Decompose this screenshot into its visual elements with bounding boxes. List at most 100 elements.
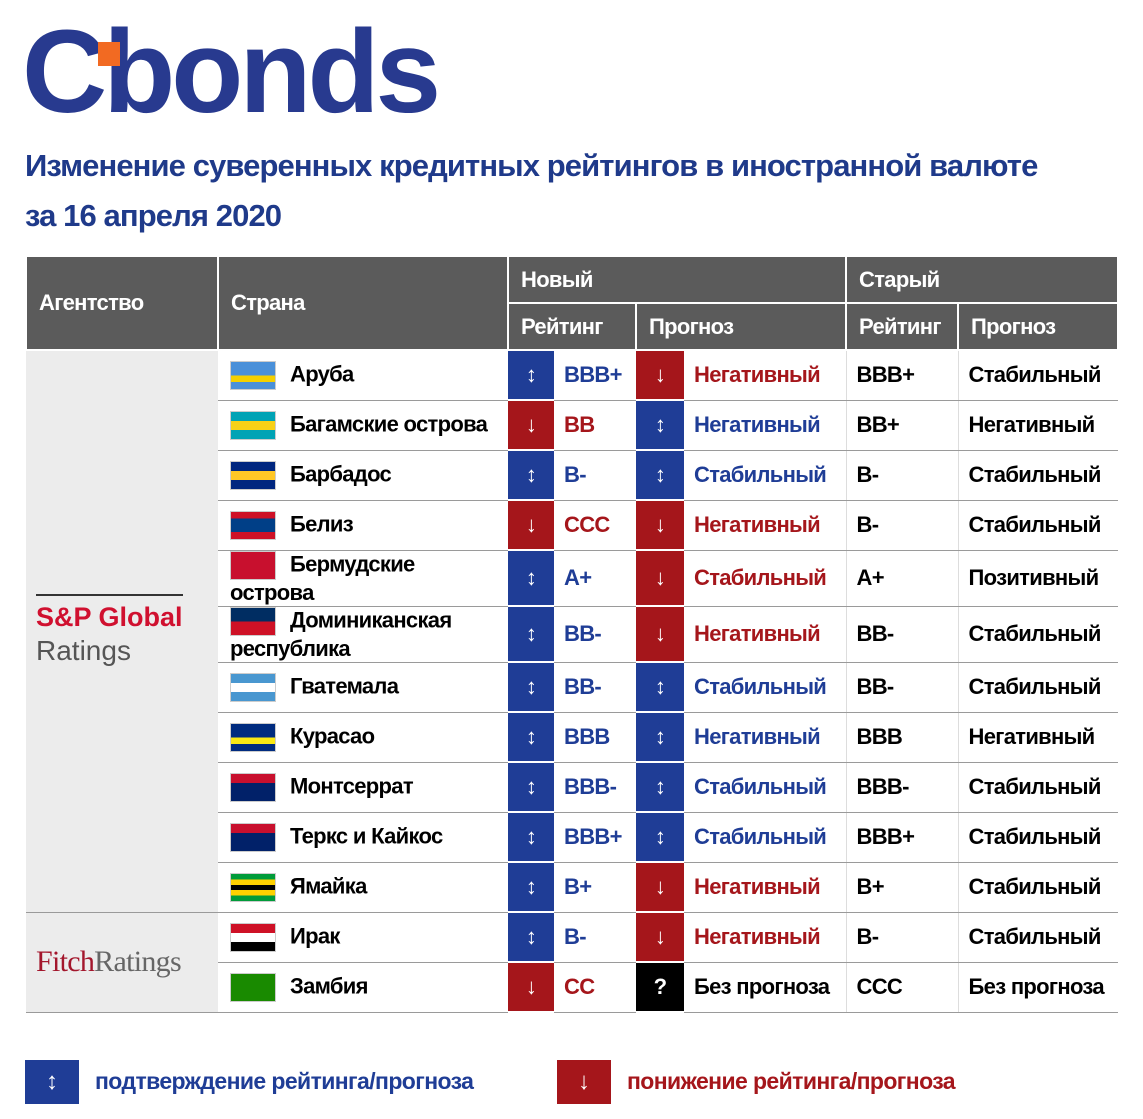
table-row: S&P Global Ratings Аруба ↕ BBB+ ↓ Негативный BB… bbox=[26, 350, 1119, 913]
agency-logo: S&P Global Ratings bbox=[36, 594, 183, 668]
new-rating: CC bbox=[554, 962, 636, 1013]
old-rating: BBB- bbox=[845, 762, 959, 813]
outlook-arrow: ↓ bbox=[636, 550, 684, 607]
country-name: Гватемала bbox=[290, 672, 399, 698]
rating-arrow: ↕ bbox=[508, 862, 554, 913]
ratings-table: Агентство Страна Новый Старый Рейтинг Пр… bbox=[25, 257, 1120, 1013]
old-rating: BB- bbox=[845, 662, 959, 713]
agency-cell: S&P Global Ratings bbox=[26, 350, 218, 913]
country-name: Багамские острова bbox=[290, 410, 488, 436]
country-cell: Белиз bbox=[218, 500, 508, 551]
country-name: Замбия bbox=[290, 972, 368, 998]
new-outlook: Негативный bbox=[684, 712, 847, 763]
old-outlook: Стабильный bbox=[957, 862, 1119, 913]
title: Изменение суверенных кредитных рейтингов… bbox=[25, 148, 1038, 183]
country-name: Бермудские острова bbox=[230, 550, 415, 605]
table-row: Теркс и Кайкос ↕ BBB+ ↕ Стабильный BBB+ Стабил… bbox=[26, 812, 1119, 863]
new-outlook: Негативный bbox=[684, 912, 847, 963]
flag bbox=[230, 872, 276, 902]
header-cell: Страна bbox=[217, 257, 509, 351]
country-name: Ирак bbox=[290, 922, 340, 948]
country-cell: Теркс и Кайкос bbox=[218, 812, 508, 863]
table-row: Курасао ↕ BBB ↕ Негативный BBB Негативный bbox=[26, 712, 1119, 763]
new-rating: BBB+ bbox=[554, 350, 636, 401]
country-name: Аруба bbox=[290, 361, 354, 387]
header-cell: Агентство bbox=[25, 257, 219, 351]
new-outlook: Негативный bbox=[684, 350, 847, 401]
header-cell: Старый bbox=[845, 257, 1120, 304]
country-cell: Багамские острова bbox=[218, 400, 508, 451]
country-cell: Ямайка bbox=[218, 862, 508, 913]
flag bbox=[230, 822, 276, 852]
agency-name: Fitch bbox=[36, 945, 95, 978]
new-rating: B+ bbox=[554, 862, 636, 913]
outlook-arrow: ↓ bbox=[636, 912, 684, 963]
new-rating: BB bbox=[554, 400, 636, 451]
old-rating: B+ bbox=[845, 862, 959, 913]
rating-arrow: ↕ bbox=[508, 450, 554, 501]
legend-text: понижение рейтинга/прогноза bbox=[627, 1068, 956, 1094]
new-outlook: Стабильный bbox=[684, 450, 847, 501]
country-cell: Аруба bbox=[218, 350, 508, 401]
new-rating: CCC bbox=[554, 500, 636, 551]
old-outlook: Без прогноза bbox=[957, 962, 1119, 1013]
outlook-arrow: ↓ bbox=[636, 606, 684, 663]
header-cell: Новый bbox=[506, 257, 848, 304]
old-rating: BBB bbox=[845, 712, 959, 763]
old-outlook: Позитивный bbox=[957, 550, 1119, 607]
rating-arrow: ↕ bbox=[508, 606, 554, 663]
new-rating: A+ bbox=[554, 550, 636, 607]
country-cell: Бермудские острова bbox=[218, 550, 508, 607]
old-rating: BB+ bbox=[845, 400, 959, 451]
table-row: Ямайка ↕ B+ ↓ Негативный B+ Стабильный bbox=[26, 862, 1119, 913]
agency-name: Ratings bbox=[94, 945, 181, 978]
legend-symbol: ↓ bbox=[557, 1060, 611, 1104]
country-name: Доминиканская республика bbox=[230, 606, 452, 661]
rating-arrow: ↕ bbox=[508, 712, 554, 763]
country-cell: Ирак bbox=[218, 912, 508, 963]
new-outlook: Стабильный bbox=[684, 762, 847, 813]
header-cell: Прогноз bbox=[634, 303, 848, 351]
old-outlook: Стабильный bbox=[957, 450, 1119, 501]
table-body: S&P Global Ratings Аруба ↕ BBB+ ↓ Негативный BB… bbox=[26, 350, 1119, 1013]
old-outlook: Негативный bbox=[957, 712, 1119, 763]
flag bbox=[230, 672, 276, 702]
flag bbox=[230, 772, 276, 802]
header-cell: Прогноз bbox=[957, 303, 1120, 351]
old-outlook: Негативный bbox=[957, 400, 1119, 451]
new-outlook: Стабильный bbox=[684, 812, 847, 863]
old-rating: BB- bbox=[845, 606, 959, 663]
agency-name: S&P Global bbox=[36, 602, 183, 633]
new-outlook: Без прогноза bbox=[684, 962, 847, 1013]
agency-name: Ratings bbox=[36, 635, 131, 667]
logo: Cbonds bbox=[22, 6, 441, 138]
table-row: Гватемала ↕ BB- ↕ Стабильный BB- Стабильный bbox=[26, 662, 1119, 713]
header-row: Рейтинг Прогноз Рейтинг Прогноз bbox=[26, 303, 1120, 351]
flag bbox=[230, 722, 276, 752]
outlook-arrow: ↕ bbox=[636, 450, 684, 501]
flag bbox=[230, 460, 276, 490]
old-rating: B- bbox=[845, 450, 959, 501]
header-cell: Рейтинг bbox=[845, 303, 960, 351]
new-rating: BB- bbox=[554, 606, 636, 663]
old-outlook: Стабильный bbox=[957, 662, 1119, 713]
outlook-arrow: ↕ bbox=[636, 812, 684, 863]
old-rating: B- bbox=[845, 500, 959, 551]
country-name: Белиз bbox=[290, 510, 354, 536]
table-row: Бермудские острова ↕ A+ ↓ Стабильный A+ Позити… bbox=[26, 550, 1119, 607]
flag bbox=[230, 510, 276, 540]
outlook-arrow: ↕ bbox=[636, 712, 684, 763]
rating-arrow: ↕ bbox=[508, 812, 554, 863]
new-outlook: Негативный bbox=[684, 400, 847, 451]
title: за 16 апреля 2020 bbox=[25, 198, 282, 233]
outlook-arrow: ↓ bbox=[636, 350, 684, 401]
flag bbox=[230, 972, 276, 1002]
country-name: Курасао bbox=[290, 722, 375, 748]
outlook-arrow: ↓ bbox=[636, 862, 684, 913]
new-outlook: Негативный bbox=[684, 862, 847, 913]
table-row: Багамские острова ↓ BB ↕ Негативный BB+ Негати… bbox=[26, 400, 1119, 451]
table-row: Монтсеррат ↕ BBB- ↕ Стабильный BBB- Стабильный bbox=[26, 762, 1119, 813]
new-outlook: Стабильный bbox=[684, 662, 847, 713]
rating-arrow: ↕ bbox=[508, 350, 554, 401]
